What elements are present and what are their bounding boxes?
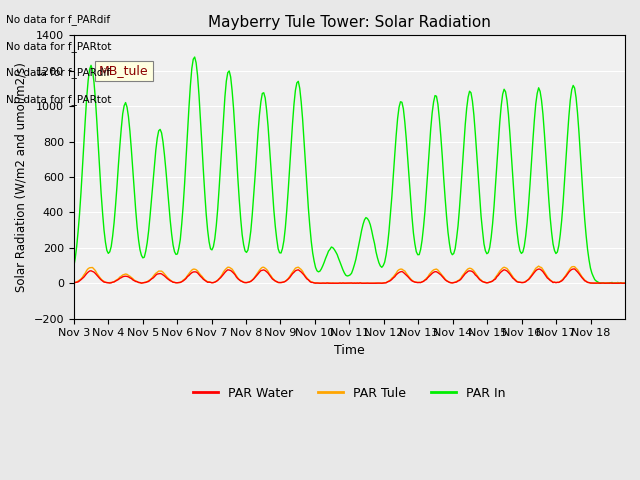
PAR Water (621, 280, 629, 286)
Text: No data for f_PARtot: No data for f_PARtot (6, 94, 112, 105)
PAR In (355, 242, 363, 248)
PAR In (89, 67, 97, 73)
PAR Tule (535, 263, 543, 269)
PAR Tule (316, 280, 324, 286)
PAR Tule (70, 280, 77, 286)
PAR Water (355, 280, 363, 286)
X-axis label: Time: Time (334, 344, 365, 357)
PAR In (620, 280, 627, 286)
PAR Water (571, 266, 579, 272)
Line: PAR Water: PAR Water (74, 269, 625, 283)
Y-axis label: Solar Radiation (W/m2 and umol/m2/s): Solar Radiation (W/m2 and umol/m2/s) (15, 62, 28, 292)
Text: No data for f_PARtot: No data for f_PARtot (6, 41, 112, 52)
Line: PAR Tule: PAR Tule (74, 266, 625, 283)
PAR In (191, 54, 198, 60)
PAR Water (316, 280, 324, 286)
PAR Water (464, 268, 472, 274)
Text: No data for f_PARdif: No data for f_PARdif (6, 14, 111, 25)
Text: MB_tule: MB_tule (99, 64, 149, 77)
PAR In (621, 280, 629, 286)
PAR Tule (548, 278, 556, 284)
PAR Water (89, 268, 97, 274)
PAR In (106, 249, 113, 255)
PAR Tule (620, 280, 627, 286)
PAR Water (70, 280, 77, 286)
PAR In (464, 94, 472, 100)
PAR Tule (621, 280, 629, 286)
Legend: PAR Water, PAR Tule, PAR In: PAR Water, PAR Tule, PAR In (188, 382, 511, 405)
PAR In (547, 215, 554, 220)
PAR Tule (464, 266, 472, 272)
Text: No data for f_PARdif: No data for f_PARdif (6, 67, 111, 78)
PAR Tule (106, 280, 113, 286)
PAR In (601, 280, 609, 286)
PAR Tule (89, 264, 97, 270)
PAR Water (547, 277, 554, 283)
PAR Water (620, 280, 627, 286)
Title: Mayberry Tule Tower: Solar Radiation: Mayberry Tule Tower: Solar Radiation (208, 15, 491, 30)
PAR Water (106, 280, 113, 286)
PAR Tule (355, 280, 363, 286)
Line: PAR In: PAR In (74, 57, 625, 283)
PAR In (70, 264, 77, 269)
